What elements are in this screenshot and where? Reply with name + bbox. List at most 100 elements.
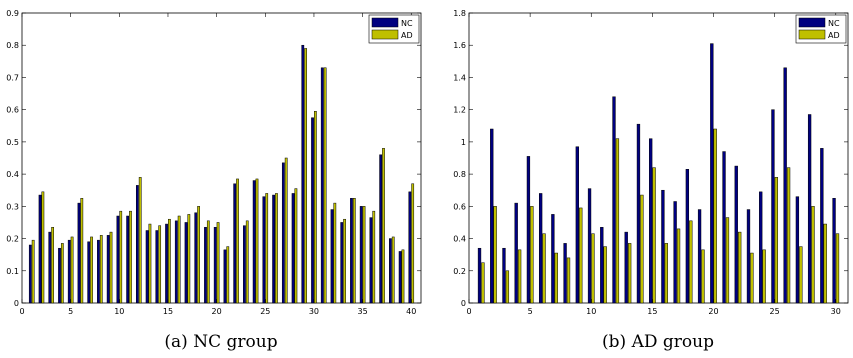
bar-ad-8: [566, 257, 571, 304]
legend-label: NC: [401, 19, 413, 28]
bar-nc-21: [223, 249, 227, 304]
bar-nc-14: [636, 123, 641, 304]
bar-ad-30: [314, 111, 317, 304]
bar-nc-17: [184, 222, 188, 304]
bar-nc-33: [340, 222, 344, 304]
bar-ad-19: [206, 220, 210, 304]
bar-nc-27: [281, 162, 285, 304]
bar-ad-14: [640, 194, 644, 304]
bar-nc-2: [490, 128, 494, 304]
bar-nc-12: [612, 96, 616, 304]
bar-ad-17: [676, 228, 681, 304]
bar-ad-24: [255, 178, 259, 304]
bar-ad-7: [90, 236, 93, 304]
x-tick-label: 30: [831, 307, 841, 316]
bar-ad-23: [750, 252, 754, 304]
bar-nc-1: [28, 244, 32, 304]
bar-ad-14: [158, 225, 162, 304]
bar-nc-36: [369, 217, 373, 304]
bar-ad-1: [481, 262, 485, 304]
bar-ad-6: [80, 198, 84, 304]
x-tick-label: 30: [309, 307, 319, 316]
bar-ad-3: [51, 227, 54, 304]
bar-nc-4: [514, 202, 518, 304]
bar-ad-11: [603, 246, 607, 304]
bar-nc-30: [832, 198, 836, 304]
ad-group-chart: 0 0.2 0.4 0.6 0.8 1 1.2 1.4 1.6 1.8 0 5 10 15 20 25 30 NC…: [453, 9, 849, 352]
y-tick-label: 1.2: [453, 106, 466, 115]
bar-ad-13: [148, 223, 152, 304]
bar-ad-35: [362, 206, 366, 304]
chart-caption: (a) NC group: [164, 332, 277, 352]
bar-ad-4: [517, 249, 522, 304]
bar-nc-29: [301, 44, 305, 304]
bar-nc-24: [252, 180, 256, 304]
bar-nc-29: [820, 148, 824, 304]
bar-ad-28: [294, 188, 298, 304]
bar-nc-9: [575, 146, 579, 304]
y-tick-label: 0.2: [453, 267, 466, 276]
bar-nc-8: [563, 243, 567, 304]
bar-nc-10: [116, 215, 120, 304]
bar-ad-12: [138, 177, 142, 304]
bar-ad-18: [689, 220, 693, 304]
bar-ad-16: [664, 243, 668, 304]
bar-nc-2: [38, 194, 42, 304]
bar-nc-20: [213, 227, 217, 304]
bar-ad-5: [530, 206, 534, 304]
bar-nc-11: [126, 215, 129, 304]
y-tick-label: 1.8: [453, 9, 466, 18]
bar-nc-23: [243, 225, 246, 304]
y-tick-label: 0.7: [6, 73, 19, 82]
bar-ad-4: [60, 243, 64, 304]
bar-nc-21: [722, 151, 726, 304]
bar-ad-21: [725, 217, 730, 304]
bar-ad-8: [99, 235, 103, 304]
bar-nc-18: [685, 169, 690, 304]
bar-nc-15: [649, 138, 653, 304]
bar-ad-10: [591, 233, 595, 304]
legend-swatch: [798, 17, 826, 28]
y-tick-label: 0.9: [6, 9, 19, 18]
bar-ad-26: [786, 167, 791, 304]
bar-ad-9: [109, 231, 113, 304]
bar-nc-6: [538, 193, 543, 304]
bar-ad-33: [343, 218, 346, 304]
bar-nc-15: [165, 223, 168, 304]
y-tick-label: 1: [461, 138, 466, 147]
bar-ad-29: [823, 223, 827, 304]
bar-ad-5: [70, 236, 74, 304]
bar-nc-40: [408, 191, 412, 304]
bar-nc-30: [311, 117, 314, 304]
y-tick-label: 1.6: [453, 41, 466, 50]
bar-nc-17: [673, 201, 677, 304]
bar-nc-23: [746, 209, 751, 304]
bar-ad-15: [168, 218, 171, 304]
bar-ad-34: [352, 198, 356, 304]
legend-label: AD: [401, 31, 413, 40]
bar-nc-5: [526, 156, 531, 304]
bar-ad-26: [275, 193, 278, 304]
bar-nc-18: [194, 212, 198, 304]
legend-swatch: [371, 17, 399, 28]
x-tick-label: 20: [212, 307, 222, 316]
bar-ad-10: [119, 210, 123, 304]
bar-nc-39: [398, 251, 402, 304]
y-tick-label: 0: [461, 299, 466, 308]
bar-nc-10: [587, 188, 592, 304]
bar-ad-19: [701, 249, 705, 304]
bar-ad-15: [652, 167, 656, 304]
bar-ad-30: [835, 233, 840, 304]
bar-nc-34: [350, 198, 353, 304]
bar-ad-31: [323, 67, 327, 304]
x-tick-label: 20: [708, 307, 718, 316]
bar-nc-20: [710, 43, 714, 304]
x-tick-label: 25: [260, 307, 270, 316]
bar-nc-5: [67, 239, 71, 304]
bar-ad-32: [333, 202, 337, 304]
bar-nc-13: [145, 230, 149, 304]
bar-ad-23: [245, 220, 249, 304]
bar-ad-20: [713, 128, 717, 304]
chart-caption: (b) AD group: [602, 332, 714, 352]
